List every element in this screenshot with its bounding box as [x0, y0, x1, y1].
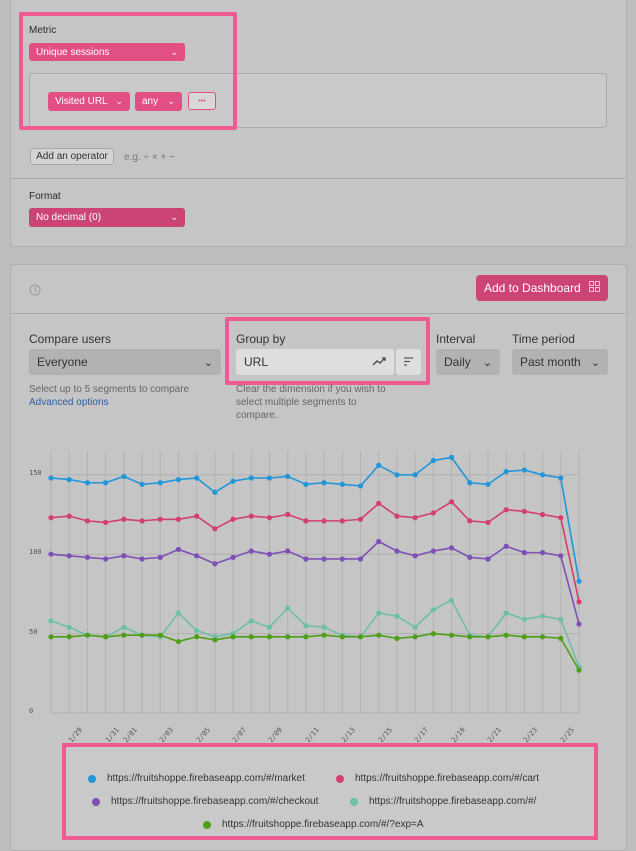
event-dropdown[interactable]: Visited URL ⌄ [48, 92, 130, 111]
sort-button[interactable] [396, 349, 421, 375]
sort-icon [403, 353, 414, 371]
metric-dropdown[interactable]: Unique sessions ⌄ [29, 43, 185, 61]
group-hint-line1: Clear the dimension if you wish to [236, 384, 386, 395]
legend-dot-icon [350, 797, 358, 806]
group-hint-line2: select multiple segments to [236, 397, 357, 408]
group-by-value: URL [244, 355, 269, 369]
chart-legend: https://fruitshoppe.firebaseapp.com/#/ma… [62, 743, 598, 840]
operator-hint: e.g. ÷ × + − [124, 152, 175, 163]
group-by-label: Group by [236, 332, 286, 346]
compare-hint: Select up to 5 segments to compare [29, 384, 190, 395]
chevron-down-icon: ⌄ [590, 356, 600, 369]
add-operator-button[interactable]: Add an operator [30, 148, 114, 165]
legend-label: https://fruitshoppe.firebaseapp.com/#/?e… [222, 819, 424, 830]
chevron-down-icon: ⌄ [115, 96, 123, 106]
legend-dot-icon [88, 774, 96, 783]
group-hint-line3: compare. [236, 410, 278, 421]
interval-dropdown[interactable]: Daily ⌄ [436, 349, 500, 375]
value-dropdown-value: any [142, 96, 159, 107]
compare-users-label: Compare users [29, 332, 112, 346]
legend-label: https://fruitshoppe.firebaseapp.com/#/ca… [355, 773, 539, 784]
y-tick-label: 150 [29, 468, 42, 477]
group-by-highlight [225, 317, 430, 385]
legend-label: https://fruitshoppe.firebaseapp.com/#/ma… [107, 773, 305, 784]
legend-item[interactable]: https://fruitshoppe.firebaseapp.com/#/?e… [203, 819, 424, 830]
add-to-dashboard-button[interactable]: Add to Dashboard [476, 275, 608, 301]
value-dropdown[interactable]: any ⌄ [135, 92, 182, 111]
legend-item[interactable]: https://fruitshoppe.firebaseapp.com/#/ [350, 796, 536, 807]
chevron-down-icon: ⌄ [482, 356, 492, 369]
format-dropdown[interactable]: No decimal (0) ⌄ [29, 208, 185, 227]
more-icon: ••• [198, 97, 206, 105]
chevron-down-icon: ⌄ [170, 212, 178, 222]
legend-dot-icon [203, 820, 211, 829]
legend-dot-icon [336, 774, 344, 783]
metric-highlight [19, 12, 237, 130]
advanced-options-link[interactable]: Advanced options [29, 397, 109, 408]
history-icon[interactable] [29, 283, 41, 296]
format-dropdown-value: No decimal (0) [36, 212, 102, 223]
y-tick-label: 100 [29, 548, 42, 557]
divider [11, 178, 625, 179]
chevron-down-icon: ⌄ [203, 356, 213, 369]
trend-icon[interactable] [372, 355, 386, 369]
format-label: Format [29, 191, 61, 202]
compare-users-dropdown[interactable]: Everyone ⌄ [29, 349, 221, 375]
legend-item[interactable]: https://fruitshoppe.firebaseapp.com/#/ch… [92, 796, 318, 807]
event-dropdown-value: Visited URL [55, 96, 108, 107]
divider [11, 313, 625, 314]
y-tick-label: 50 [29, 627, 38, 636]
chevron-down-icon: ⌄ [170, 46, 178, 57]
more-options-button[interactable]: ••• [188, 92, 216, 110]
legend-dot-icon [92, 797, 100, 806]
interval-value: Daily [444, 355, 471, 369]
metric-label: Metric [29, 25, 57, 36]
add-to-dashboard-label: Add to Dashboard [484, 281, 581, 295]
y-tick-label: 0 [29, 707, 34, 715]
metric-dropdown-value: Unique sessions [36, 46, 110, 58]
time-period-dropdown[interactable]: Past month ⌄ [512, 349, 608, 375]
time-period-value: Past month [520, 355, 581, 369]
add-operator-label: Add an operator [36, 151, 108, 162]
group-by-field[interactable]: URL [236, 349, 394, 375]
legend-item[interactable]: https://fruitshoppe.firebaseapp.com/#/ma… [88, 773, 305, 784]
chevron-down-icon: ⌄ [167, 96, 175, 106]
compare-users-value: Everyone [37, 355, 88, 369]
time-period-label: Time period [512, 332, 575, 346]
legend-label: https://fruitshoppe.firebaseapp.com/#/ [369, 796, 537, 807]
legend-item[interactable]: https://fruitshoppe.firebaseapp.com/#/ca… [336, 773, 539, 784]
legend-label: https://fruitshoppe.firebaseapp.com/#/ch… [111, 796, 319, 807]
dashboard-grid-icon [589, 281, 600, 295]
interval-label: Interval [436, 332, 476, 346]
